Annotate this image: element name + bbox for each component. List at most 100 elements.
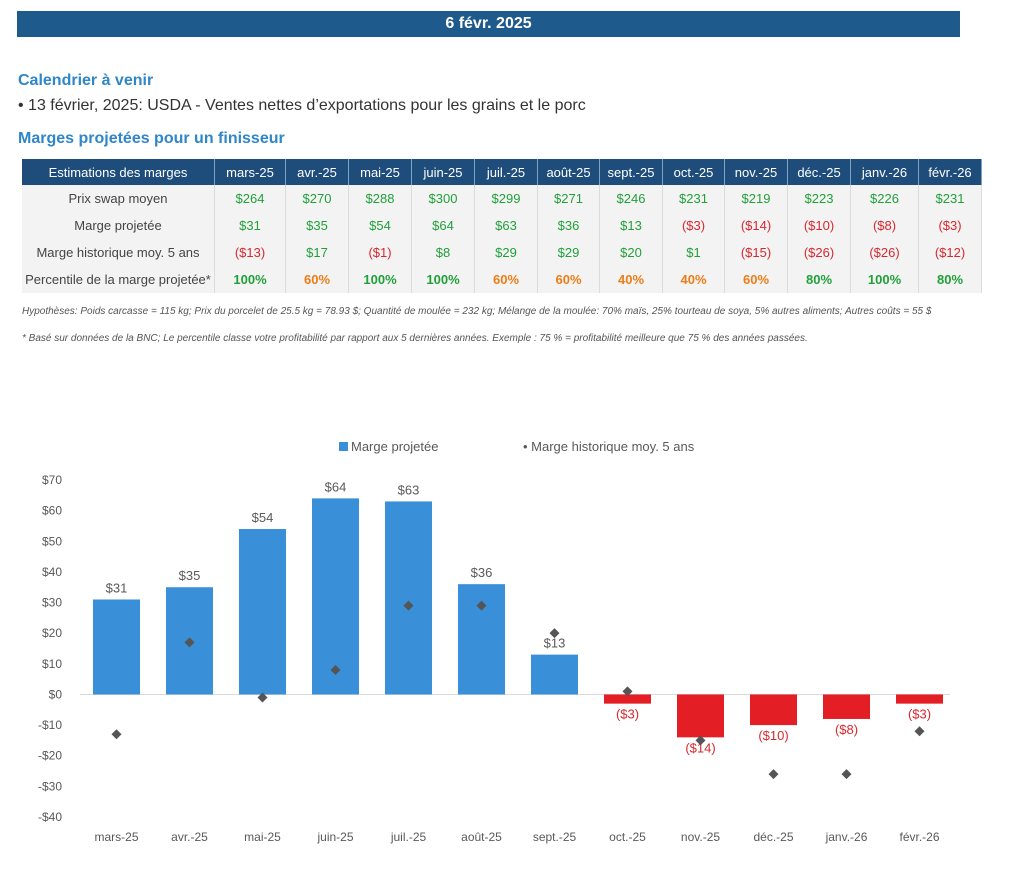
- y-tick-label: $70: [42, 473, 62, 487]
- table-cell: $54: [348, 212, 412, 239]
- table-cell: $35: [285, 212, 349, 239]
- data-label: $63: [398, 482, 420, 497]
- x-tick-label: avr.-25: [171, 830, 208, 844]
- table-body: Prix swap moyen $264 $270 $288 $300 $299 $271 $…: [22, 185, 982, 293]
- data-label: ($3): [908, 707, 931, 722]
- table-header-month: août-25: [537, 159, 600, 185]
- y-tick-label: $60: [42, 504, 62, 518]
- table-cell: 60%: [724, 266, 788, 293]
- x-tick-label: sept.-25: [533, 830, 577, 844]
- table-cell: 80%: [787, 266, 851, 293]
- bar: [531, 654, 578, 695]
- y-tick-label: -$20: [38, 749, 62, 763]
- table-row-label: Percentile de la marge projetée*: [22, 266, 215, 293]
- legend-label-bars: Marge projetée: [351, 439, 438, 454]
- table-cell: $63: [474, 212, 538, 239]
- table-cell: ($26): [787, 239, 851, 266]
- x-tick-label: févr.-26: [899, 830, 939, 844]
- table-cell: ($3): [918, 212, 982, 239]
- table-cell: 80%: [918, 266, 982, 293]
- table-cell: 60%: [537, 266, 600, 293]
- data-label: ($14): [685, 740, 715, 755]
- x-tick-label: déc.-25: [753, 830, 793, 844]
- historic-marker: [257, 692, 268, 703]
- table-cell: 40%: [662, 266, 725, 293]
- historic-marker: [184, 637, 195, 648]
- x-tick-label: oct.-25: [609, 830, 646, 844]
- data-label: $64: [325, 479, 347, 494]
- table-cell: ($13): [214, 239, 286, 266]
- data-label: ($8): [835, 722, 858, 737]
- percentile-note: * Basé sur données de la BNC; Le percent…: [22, 333, 808, 344]
- table-cell: ($10): [787, 212, 851, 239]
- table-cell: $270: [285, 185, 349, 212]
- table-header-month: févr.-26: [918, 159, 982, 185]
- table-cell: $20: [599, 239, 663, 266]
- x-tick-label: mai-25: [244, 830, 281, 844]
- table-row: Prix swap moyen $264 $270 $288 $300 $299 $271 $…: [22, 185, 982, 212]
- bar: [823, 694, 870, 719]
- table-header-month: nov.-25: [724, 159, 788, 185]
- calendar-item: • 13 février, 2025: USDA - Ventes nettes…: [18, 97, 586, 114]
- table-cell: ($15): [724, 239, 788, 266]
- historic-marker: [695, 735, 706, 746]
- table-cell: ($8): [850, 212, 919, 239]
- table-cell: $8: [411, 239, 475, 266]
- data-label: $54: [252, 510, 274, 525]
- historic-marker: [403, 600, 414, 611]
- table-header-row: Estimations des marges mars-25 avr.-25 mai…: [22, 159, 982, 185]
- table-cell: $13: [599, 212, 663, 239]
- data-label: $35: [179, 568, 201, 583]
- y-tick-label: -$30: [38, 779, 62, 793]
- table-header-month: mars-25: [214, 159, 286, 185]
- bar: [93, 599, 140, 695]
- table-cell: $29: [537, 239, 600, 266]
- table-header-month: mai-25: [348, 159, 412, 185]
- x-tick-label: juil.-25: [390, 830, 427, 844]
- table-header-month: déc.-25: [787, 159, 851, 185]
- table-cell: $223: [787, 185, 851, 212]
- data-label: $13: [544, 636, 566, 651]
- table-header-month: juin-25: [411, 159, 475, 185]
- bar: [677, 694, 724, 738]
- legend-label-markers: • Marge historique moy. 5 ans: [523, 439, 695, 454]
- table-cell: $64: [411, 212, 475, 239]
- table-cell: $1: [662, 239, 725, 266]
- calendar-heading: Calendrier à venir: [18, 72, 154, 89]
- table-cell: ($3): [662, 212, 725, 239]
- table-row-label: Marge projetée: [22, 212, 215, 239]
- table-cell: ($26): [850, 239, 919, 266]
- bar: [239, 529, 286, 695]
- table-header-label: Estimations des marges: [22, 159, 215, 185]
- y-tick-label: $40: [42, 565, 62, 579]
- y-tick-label: $0: [49, 687, 63, 701]
- legend-swatch-bars: [339, 442, 348, 451]
- table-cell: 100%: [850, 266, 919, 293]
- table-cell: $299: [474, 185, 538, 212]
- margin-chart: $70 $60 $50 $40 $30 $20 $10 $0 -$10 -$20 -$30 -$40 $…: [38, 439, 950, 844]
- table-header-month: janv.-26: [850, 159, 919, 185]
- table-cell: 100%: [411, 266, 475, 293]
- table-cell: $288: [348, 185, 412, 212]
- table-cell: ($12): [918, 239, 982, 266]
- historic-marker: [768, 769, 779, 780]
- table-cell: ($14): [724, 212, 788, 239]
- table-cell: $36: [537, 212, 600, 239]
- data-label: ($10): [758, 728, 788, 743]
- table-row: Marge projetée $31 $35 $54 $64 $63 $36 $13 ($3)(…: [22, 212, 982, 239]
- bar: [385, 501, 432, 695]
- bar: [604, 694, 651, 704]
- table-cell: 60%: [285, 266, 349, 293]
- table-row-label: Marge historique moy. 5 ans: [22, 239, 215, 266]
- table-header-month: juil.-25: [474, 159, 538, 185]
- table-row-label: Prix swap moyen: [22, 185, 215, 212]
- table-row: Marge historique moy. 5 ans ($13) $17 ($1) $…: [22, 239, 982, 266]
- historic-marker: [914, 726, 925, 737]
- margins-table: Estimations des marges mars-25 avr.-25 mai…: [22, 159, 982, 293]
- table-cell: $231: [918, 185, 982, 212]
- bar: [750, 694, 797, 726]
- table-header-month: avr.-25: [285, 159, 349, 185]
- historic-marker: [841, 769, 852, 780]
- x-tick-label: nov.-25: [681, 830, 720, 844]
- x-tick-label: août-25: [461, 830, 502, 844]
